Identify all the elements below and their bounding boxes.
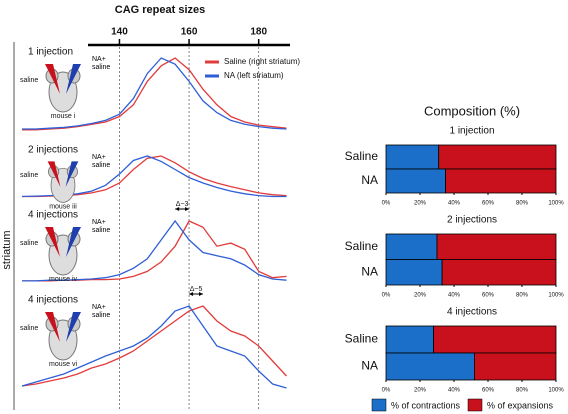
syringe	[47, 161, 61, 188]
syringe	[45, 227, 60, 257]
bar-segment	[385, 352, 475, 381]
syringe	[66, 312, 81, 342]
category-label: Saline	[345, 149, 379, 163]
x-tick-label: 100%	[548, 293, 564, 299]
chart-title: Composition (%)	[424, 103, 520, 118]
legend-label: % of expansions	[487, 400, 554, 410]
x-tick-label: 20%	[414, 293, 427, 299]
trace-line	[21, 305, 287, 387]
side-label: NA+ saline	[92, 304, 111, 319]
bar-segment	[433, 325, 557, 354]
x-tick-label: 0%	[382, 201, 391, 207]
x-tick-label: 100%	[548, 201, 564, 207]
side-label-box: NA+ saline	[92, 219, 111, 234]
axis-title: CAG repeat sizes	[115, 4, 205, 16]
category-label: Saline	[345, 239, 379, 253]
legend-label: % of contractions	[391, 400, 461, 410]
x-tick-label: 40%	[448, 293, 461, 299]
bar-segment	[385, 325, 434, 354]
trace-line	[22, 57, 287, 131]
bar-segment	[441, 259, 557, 286]
x-tick-label: 20%	[414, 388, 427, 394]
side-label: NA+ saline	[92, 219, 111, 234]
trace-line	[22, 57, 287, 130]
bar-segment	[385, 144, 440, 170]
legend-swatch	[371, 398, 387, 412]
arrow-head	[189, 292, 194, 296]
legend-swatch	[467, 398, 483, 412]
y-label: striatum	[1, 230, 13, 269]
syringe	[45, 64, 60, 94]
mouse-label: mouse i	[51, 113, 76, 120]
mouse-icon	[45, 64, 81, 113]
side-label: saline	[20, 172, 38, 179]
bar-segment	[436, 233, 557, 260]
x-tick-label: 180	[250, 27, 267, 38]
bar-segment	[445, 168, 557, 194]
mouse-icon	[47, 161, 79, 203]
side-label-box: NA+ saline	[92, 154, 111, 169]
category-label: NA	[361, 359, 378, 373]
x-tick-label: 60%	[482, 201, 495, 207]
x-tick-label: 60%	[482, 388, 495, 394]
panel-label: 2 injections	[28, 145, 78, 156]
mouse-icon	[45, 227, 81, 276]
x-tick-label: 80%	[516, 201, 529, 207]
side-label: saline	[20, 240, 38, 247]
arrow-head	[175, 207, 180, 211]
x-tick-label: 100%	[548, 388, 564, 394]
side-label: NA+ saline	[92, 56, 111, 71]
chart-subtitle: 1 injection	[449, 126, 494, 137]
side-label-box: NA+ saline	[92, 56, 111, 71]
x-tick-label: 80%	[516, 388, 529, 394]
side-label: NA+ saline	[92, 154, 111, 169]
annotation: Δ~3	[176, 201, 189, 208]
x-tick-label: 20%	[414, 201, 427, 207]
mouse-label: mouse iii	[49, 203, 77, 210]
arrow-head	[198, 292, 203, 296]
syringe	[66, 227, 81, 257]
x-tick-label: 160	[181, 27, 198, 38]
category-label: Saline	[345, 332, 379, 346]
category-label: NA	[361, 173, 378, 187]
side-label-box: NA+ saline	[92, 304, 111, 319]
panel-label: 1 injection	[28, 47, 73, 58]
x-tick-label: 60%	[482, 293, 495, 299]
bar-segment	[385, 259, 443, 286]
panel-label: 4 injections	[28, 210, 78, 221]
annotation: Δ~5	[190, 286, 203, 293]
side-label: saline	[20, 77, 38, 84]
x-tick-label: 80%	[516, 293, 529, 299]
syringe	[45, 312, 60, 342]
chart-subtitle: 2 injections	[447, 215, 497, 226]
panel-label: 4 injections	[28, 295, 78, 306]
x-tick-label: 40%	[448, 201, 461, 207]
syringe	[66, 64, 81, 94]
mouse-label: mouse iv	[49, 276, 78, 283]
x-tick-label: 40%	[448, 388, 461, 394]
arrow-head	[185, 207, 190, 211]
mouse-icon	[45, 312, 81, 361]
bar-segment	[438, 144, 557, 170]
legend-label: Saline (right striatum)	[224, 57, 300, 66]
bar-segment	[385, 233, 438, 260]
legend-label: NA (left striatum)	[224, 71, 284, 80]
trace-line	[22, 219, 287, 282]
trace-line	[21, 305, 287, 389]
x-tick-label: 140	[111, 27, 128, 38]
x-tick-label: 0%	[382, 388, 391, 394]
chart-subtitle: 4 injections	[447, 307, 497, 318]
x-tick-label: 0%	[382, 293, 391, 299]
side-label: saline	[20, 325, 38, 332]
bar-segment	[385, 168, 446, 194]
bar-segment	[473, 352, 557, 381]
mouse-label: mouse vi	[49, 361, 77, 368]
syringe	[65, 161, 79, 188]
category-label: NA	[361, 264, 378, 278]
